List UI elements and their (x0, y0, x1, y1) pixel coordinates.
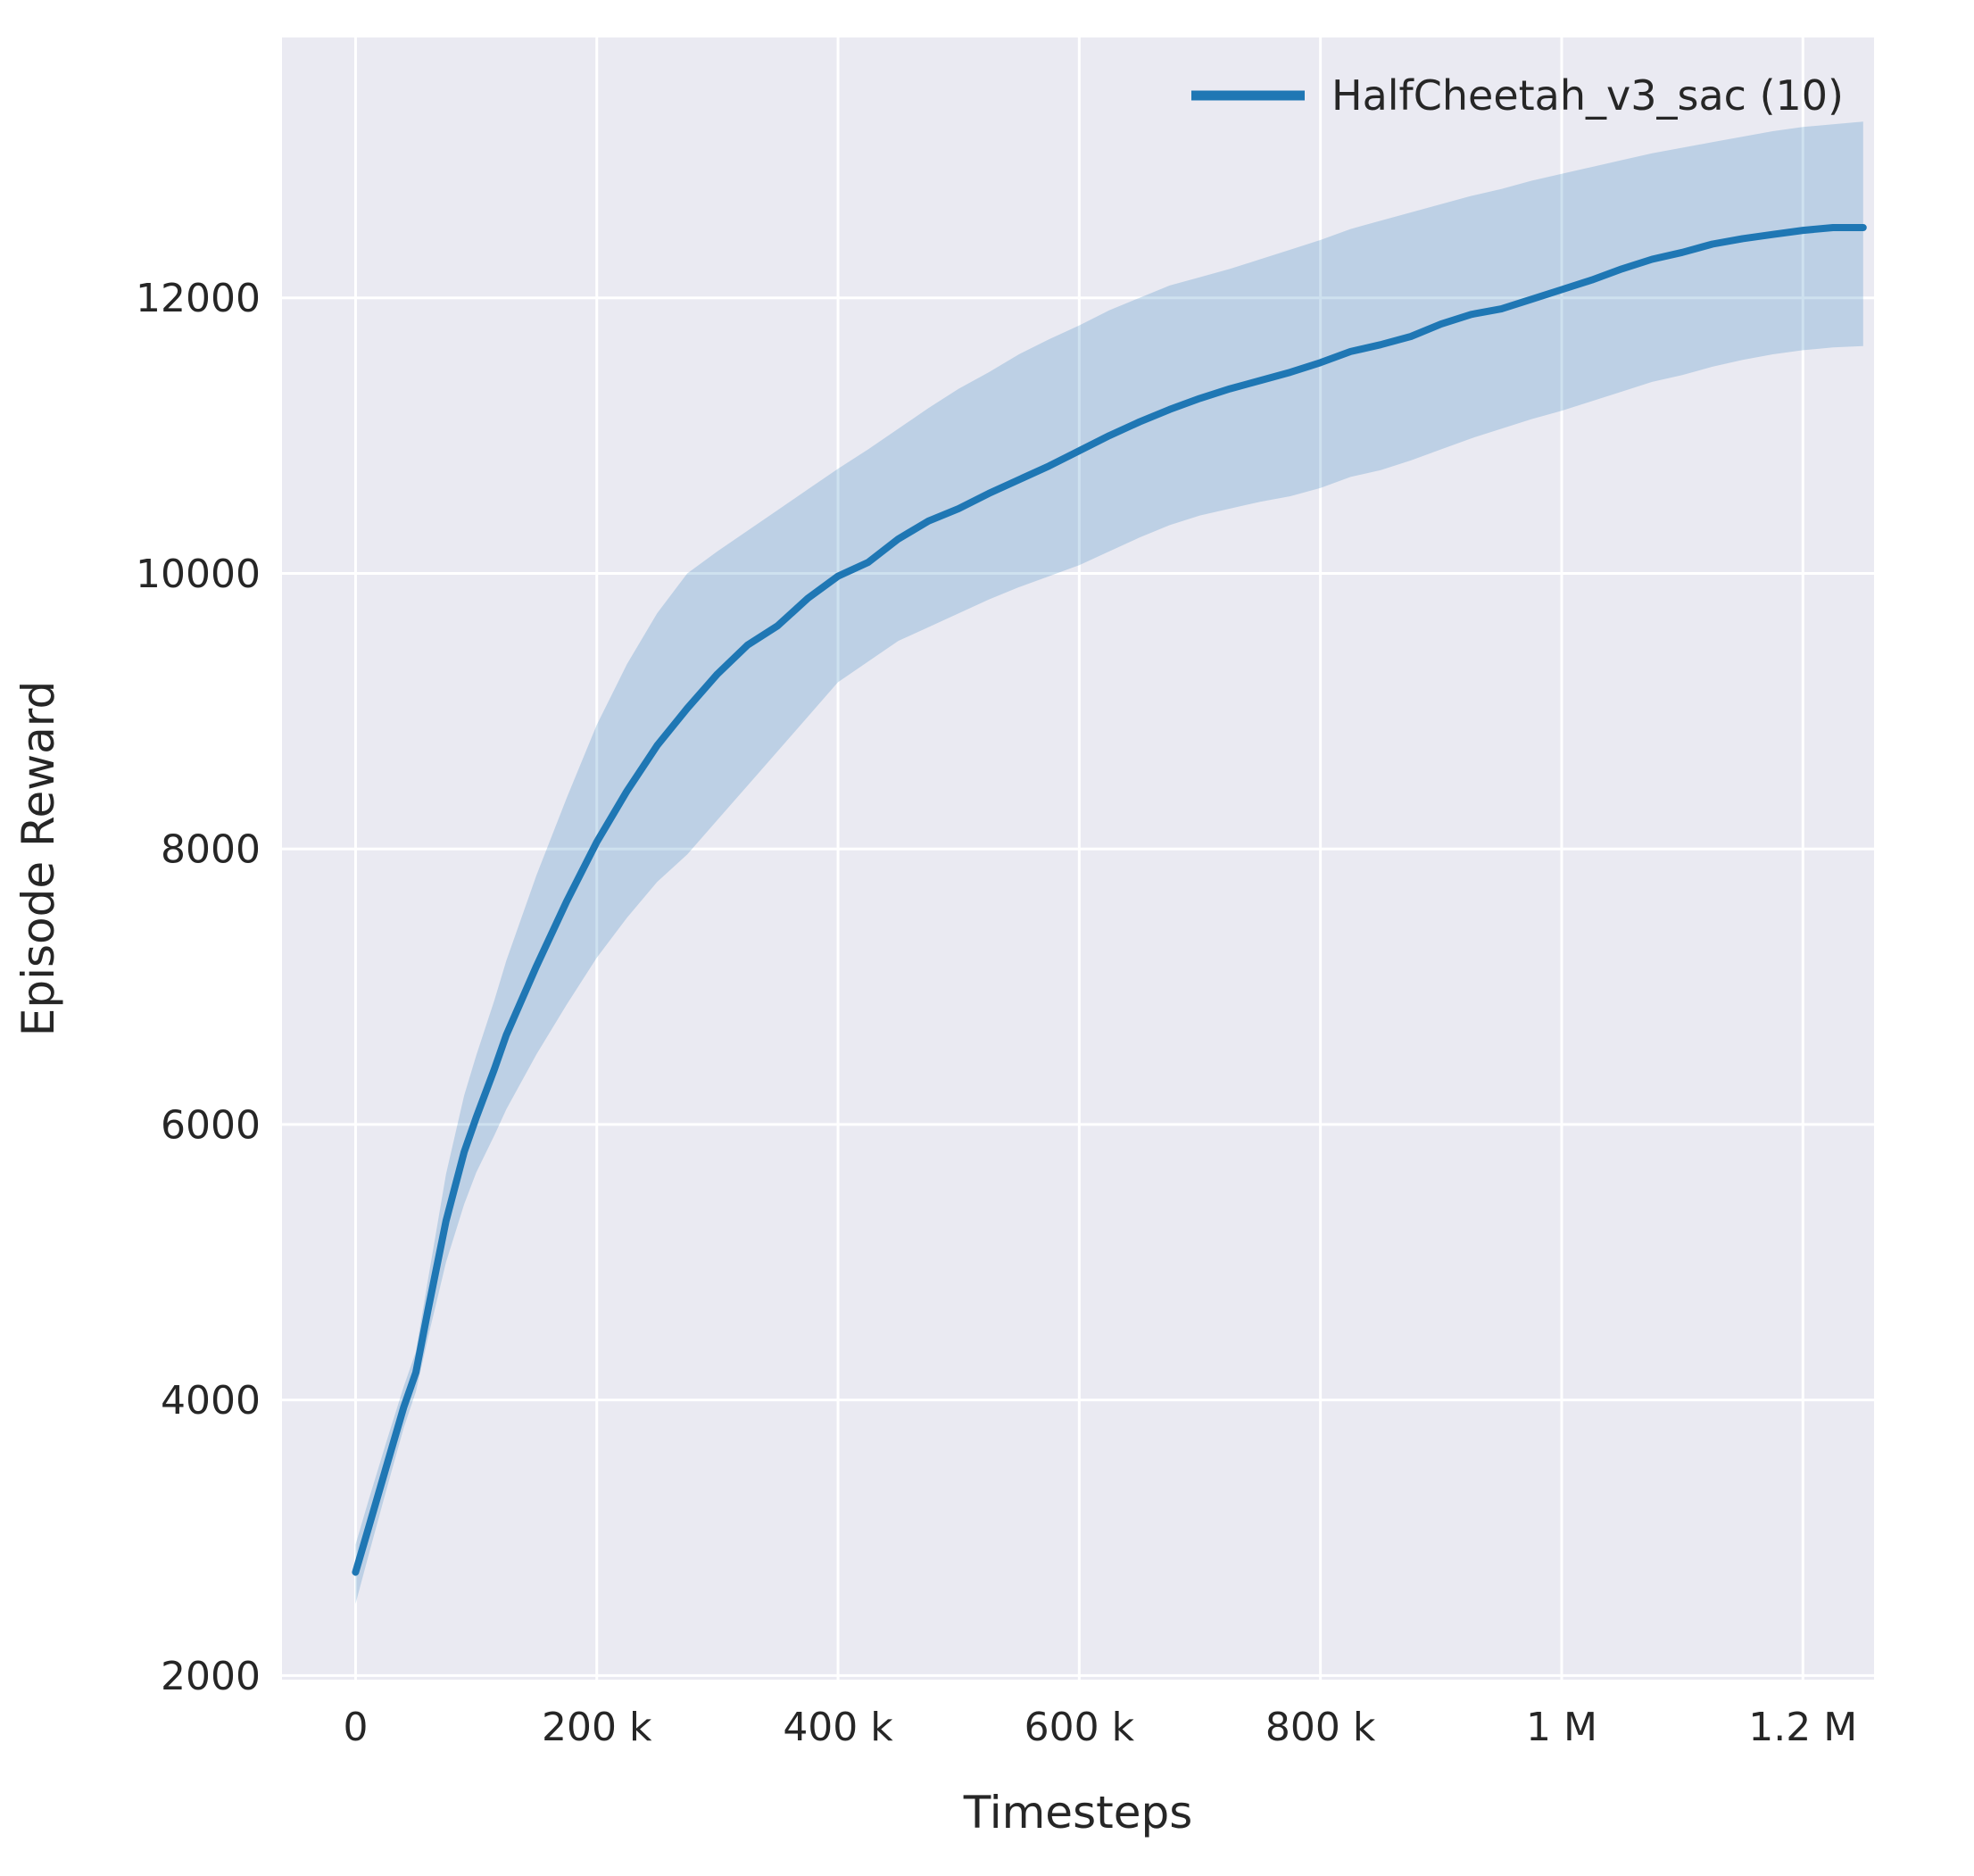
x-axis-label: Timesteps (963, 1787, 1193, 1839)
y-tick-labels: 2000 4000 6000 8000 10000 12000 (136, 276, 261, 1699)
y-tick-label: 4000 (161, 1378, 261, 1424)
y-tick-label: 12000 (136, 276, 261, 321)
y-tick-label: 6000 (161, 1102, 261, 1148)
confidence-band (355, 121, 1863, 1605)
x-tick-label: 200 k (542, 1705, 652, 1750)
gridlines (282, 37, 1874, 1680)
x-tick-labels: 0 200 k 400 k 600 k 800 k 1 M 1.2 M (343, 1705, 1857, 1750)
x-tick-label: 0 (343, 1705, 368, 1750)
legend: HalfCheetah_v3_sac (10) (1191, 71, 1844, 120)
x-tick-label: 400 k (783, 1705, 893, 1750)
x-tick-label: 1 M (1526, 1705, 1597, 1750)
x-tick-label: 600 k (1024, 1705, 1135, 1750)
y-axis-label: Episode Reward (12, 681, 64, 1036)
mean-line (352, 224, 1867, 1576)
x-tick-label: 800 k (1265, 1705, 1376, 1750)
y-tick-label: 2000 (161, 1654, 261, 1699)
x-tick-label: 1.2 M (1748, 1705, 1857, 1750)
y-tick-label: 8000 (161, 827, 261, 873)
y-tick-label: 10000 (136, 552, 261, 597)
legend-label: HalfCheetah_v3_sac (10) (1331, 71, 1844, 120)
